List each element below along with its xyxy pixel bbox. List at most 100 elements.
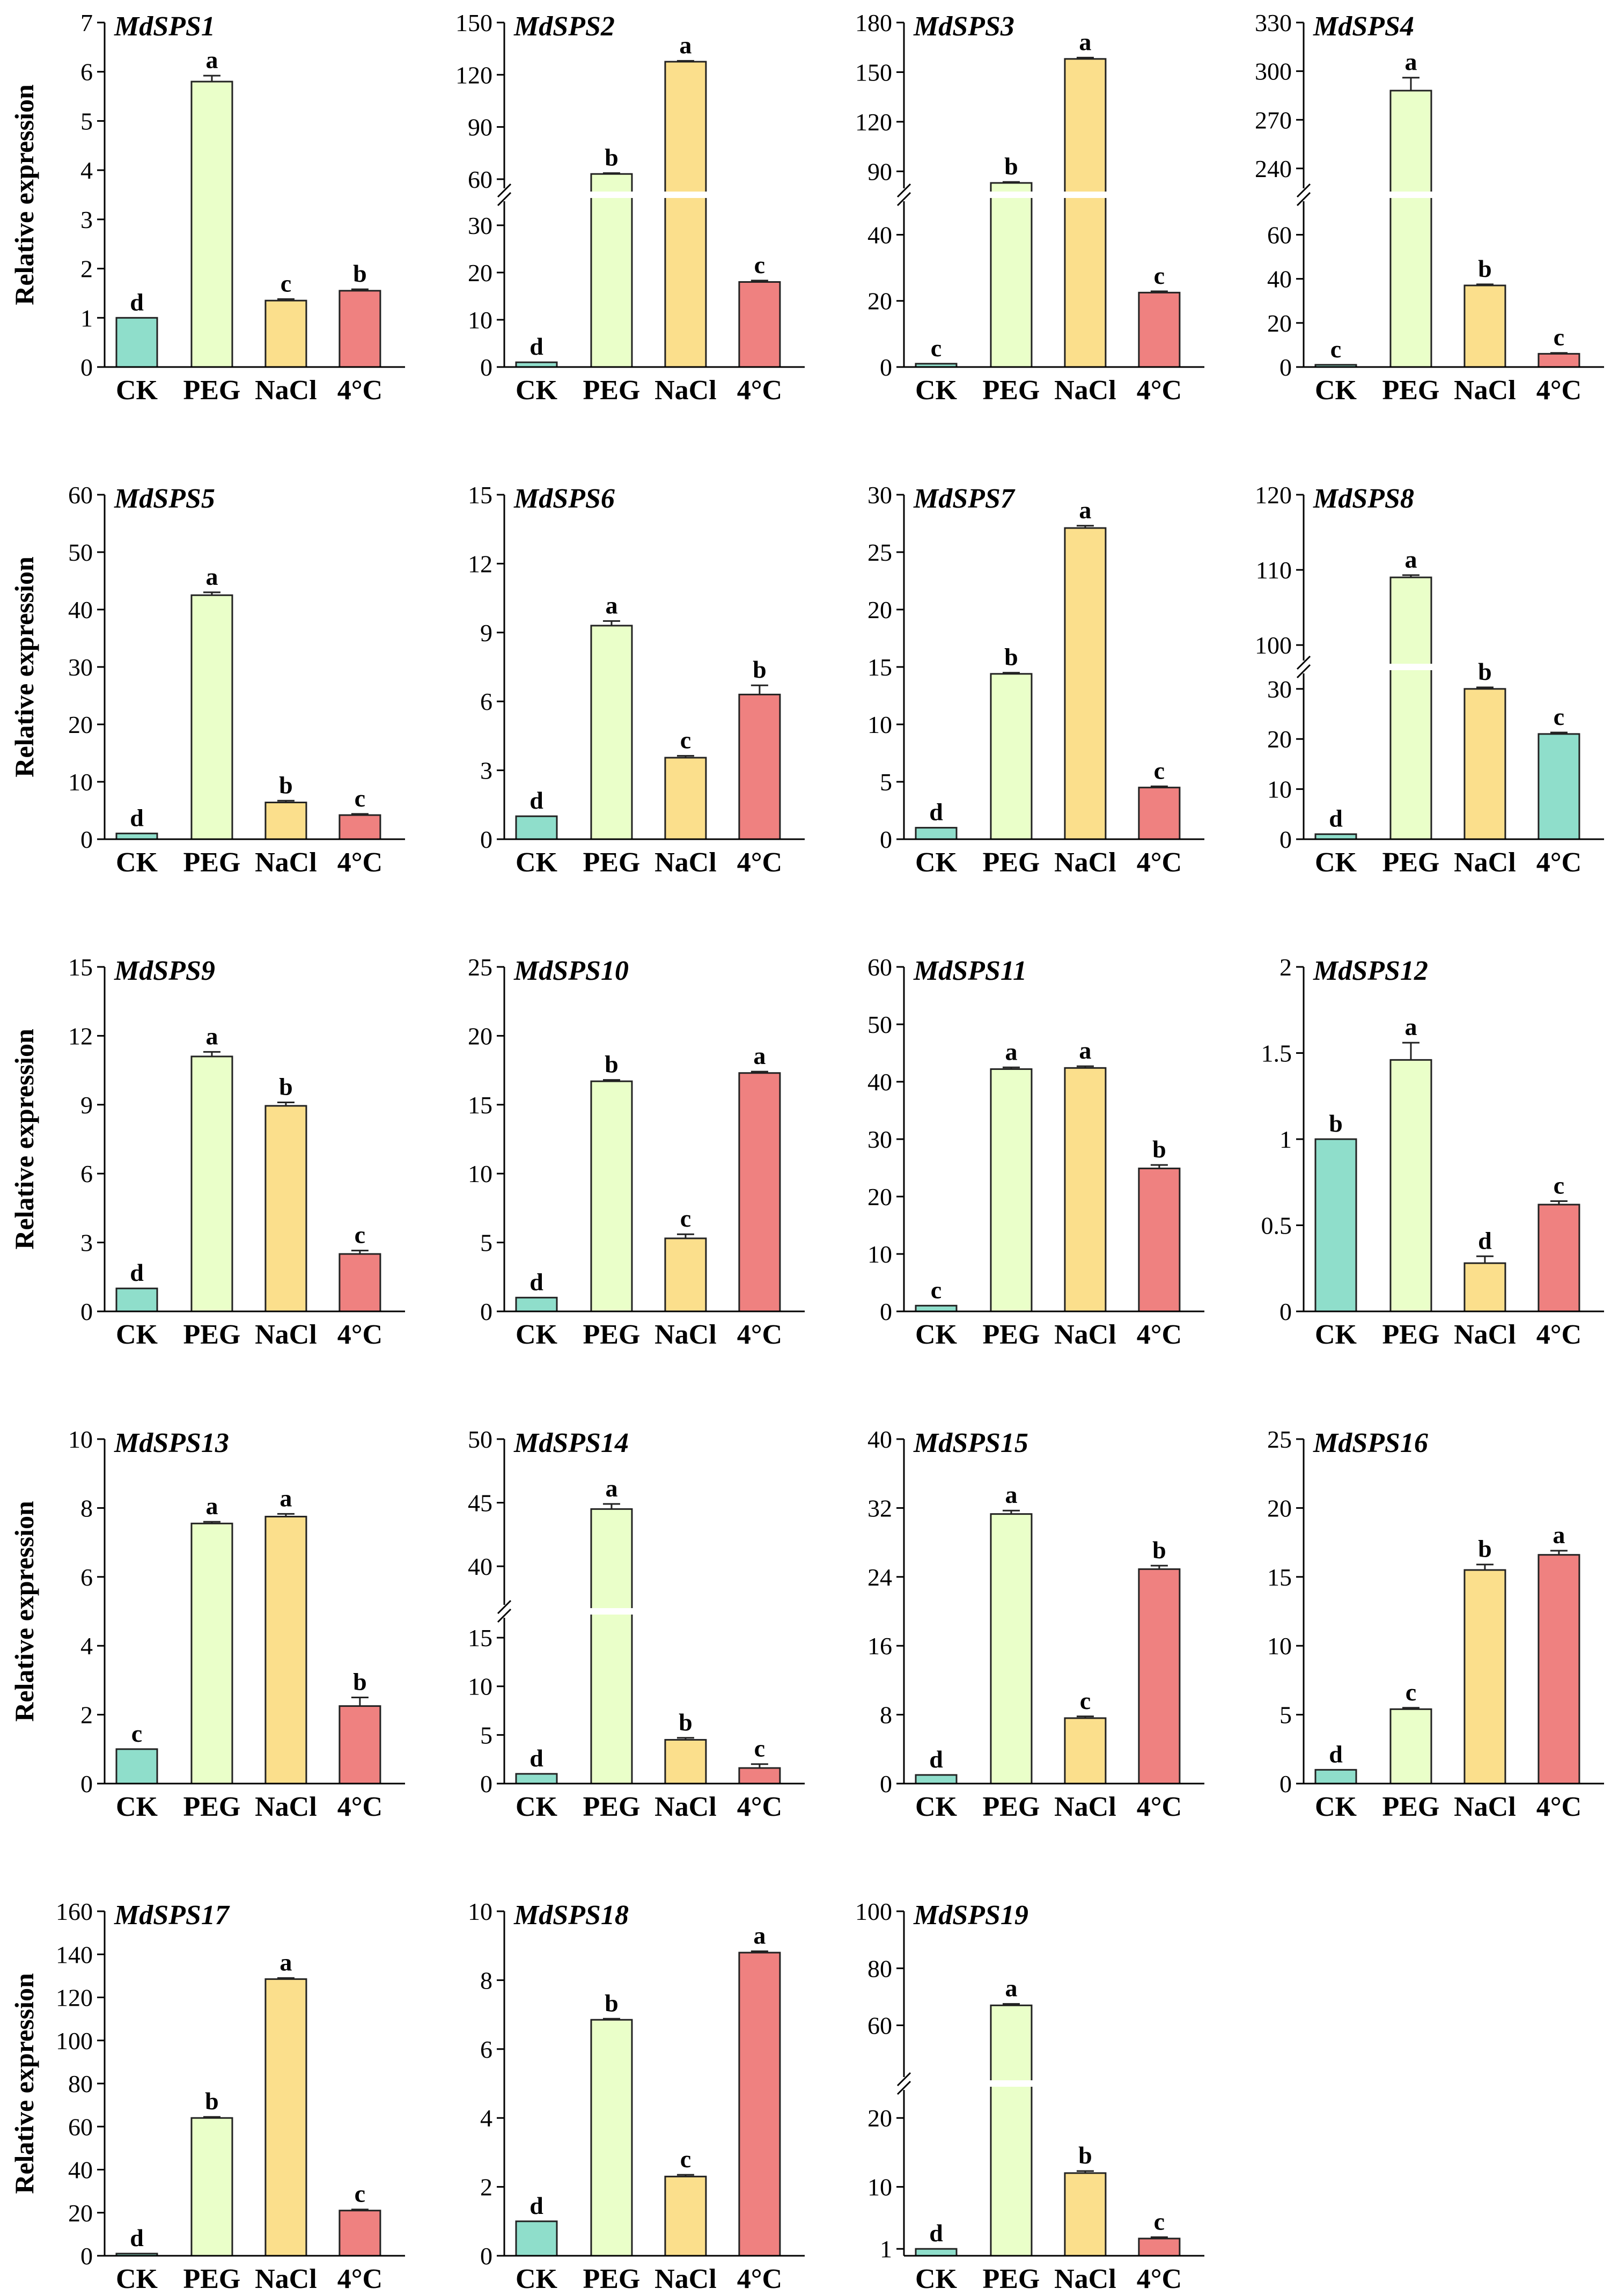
y-tick-label-14-1: 5: [480, 1721, 492, 1749]
sig-letter-2-3: c: [754, 251, 765, 278]
bar-8-PEG: [1389, 576, 1432, 840]
sig-letter-16-2: b: [1478, 1535, 1492, 1563]
bar-13-CK: [115, 1748, 158, 1785]
y-tick-label-5-3: 30: [68, 654, 93, 681]
x-tick-label-11-2: NaCl: [1054, 1319, 1116, 1350]
y-tick-label-19-0: 1: [880, 2235, 892, 2263]
y-axis-label-row-1: Relative expression: [9, 84, 39, 305]
y-tick-label-19-2: 20: [867, 2104, 892, 2132]
sig-letter-11-0: c: [931, 1276, 942, 1303]
x-tick-label-11-0: CK: [915, 1319, 958, 1350]
y-tick-label-15-2: 16: [867, 1632, 892, 1660]
x-tick-label-10-2: NaCl: [654, 1319, 717, 1350]
x-tick-label-19-1: PEG: [982, 2264, 1040, 2294]
y-tick-label-18-4: 8: [480, 1967, 492, 1994]
y-tick-label-19-4: 80: [867, 1955, 892, 1982]
x-tick-label-16-0: CK: [1315, 1792, 1357, 1822]
y-tick-label-11-4: 40: [867, 1068, 892, 1096]
chart-panel-1: 0 1 2 3 4 5 6 7 d CK a PEG c NaCl b 4°C MdSPS1: [80, 9, 405, 406]
y-tick-label-7-0: 0: [880, 826, 892, 853]
chart-panel-2: 0 10 20 30 60 90 120 150 d CK b PEG a NaCl c 4°C MdSPS2: [455, 9, 805, 406]
bar-16-4°C: [1538, 1554, 1580, 1785]
sig-letter-1-0: d: [130, 288, 144, 316]
y-tick-label-18-0: 0: [480, 2242, 492, 2270]
x-tick-label-1-1: PEG: [183, 375, 240, 406]
chart-panel-12: 0 0.5 1 1.5 2 b CK a PEG d NaCl c 4°C MdSPS12: [1261, 953, 1604, 1350]
x-tick-label-12-1: PEG: [1382, 1319, 1439, 1350]
y-tick-label-10-1: 5: [480, 1229, 492, 1257]
x-tick-label-15-2: NaCl: [1054, 1792, 1116, 1822]
y-axis-label-row-5: Relative expression: [9, 1973, 39, 2194]
sig-letter-9-1: a: [205, 1022, 218, 1050]
y-tick-label-17-7: 140: [56, 1941, 93, 1968]
bar-break-4-1: [1388, 192, 1433, 198]
bar-18-NaCl: [664, 2175, 707, 2257]
y-tick-label-10-3: 15: [468, 1091, 492, 1119]
x-tick-label-4-0: CK: [1315, 375, 1357, 406]
y-tick-label-4-3: 60: [1267, 221, 1292, 248]
bar-14-CK: [515, 1773, 558, 1785]
sig-letter-6-1: a: [605, 591, 617, 619]
x-tick-label-4-1: PEG: [1382, 375, 1439, 406]
bar-9-CK: [115, 1287, 158, 1312]
sig-letter-11-1: a: [1005, 1038, 1017, 1065]
sig-letter-19-2: b: [1078, 2141, 1092, 2169]
x-tick-label-14-0: CK: [516, 1792, 558, 1822]
bar-15-CK: [915, 1774, 958, 1785]
y-tick-label-1-6: 6: [80, 58, 93, 86]
y-tick-label-6-2: 6: [480, 688, 492, 715]
x-tick-label-3-3: 4°C: [1137, 375, 1182, 406]
bar-18-PEG: [590, 2019, 633, 2257]
y-tick-label-5-4: 40: [68, 596, 93, 623]
bar-17-PEG: [190, 2117, 233, 2257]
sig-letter-4-0: c: [1330, 335, 1341, 363]
x-tick-label-5-0: CK: [116, 847, 158, 878]
chart-title-8: MdSPS8: [1313, 483, 1414, 514]
y-tick-label-2-1: 10: [468, 306, 492, 334]
x-tick-label-2-3: 4°C: [737, 375, 782, 406]
chart-title-17: MdSPS17: [114, 1900, 230, 1931]
y-tick-label-7-2: 10: [867, 711, 892, 738]
chart-panel-11: 0 10 20 30 40 50 60 c CK a PEG a NaCl b 4°C MdSPS11: [867, 953, 1204, 1350]
bar-1-NaCl: [264, 299, 307, 368]
y-tick-label-19-5: 100: [855, 1898, 892, 1925]
x-tick-label-4-2: NaCl: [1454, 375, 1516, 406]
bar-8-4°C: [1538, 733, 1580, 840]
y-tick-label-9-1: 3: [80, 1229, 93, 1257]
bar-break-8-1: [1388, 664, 1433, 670]
y-tick-label-7-6: 30: [867, 481, 892, 509]
sig-letter-11-3: b: [1152, 1135, 1166, 1163]
y-tick-label-3-1: 20: [867, 288, 892, 315]
sig-letter-17-0: d: [130, 2224, 144, 2251]
y-tick-label-12-1: 0.5: [1261, 1212, 1292, 1239]
axis-break-mark-a-4: [1296, 183, 1311, 198]
sig-letter-2-0: d: [529, 333, 543, 360]
axis-break-mark-b-19: [896, 2080, 911, 2095]
sig-letter-7-0: d: [929, 798, 943, 826]
chart-panel-17: 0 20 40 60 80 100 120 140 160 d CK b PEG a NaCl c 4°C MdS…: [56, 1898, 405, 2294]
sig-letter-15-0: d: [929, 1745, 943, 1773]
chart-panel-18: 0 2 4 6 8 10 d CK b PEG c NaCl a 4°C MdSPS18: [468, 1898, 805, 2294]
y-tick-label-2-2: 20: [468, 259, 492, 287]
sig-letter-18-0: d: [529, 2192, 543, 2219]
y-tick-label-19-3: 60: [867, 2012, 892, 2040]
bar-5-NaCl: [264, 802, 307, 840]
bar-16-PEG: [1389, 1708, 1432, 1785]
bar-10-CK: [515, 1296, 558, 1312]
x-tick-label-15-0: CK: [915, 1792, 958, 1822]
y-tick-label-10-5: 25: [468, 953, 492, 981]
chart-title-6: MdSPS6: [513, 483, 615, 514]
bar-1-PEG: [190, 80, 233, 368]
sig-letter-6-3: b: [753, 656, 767, 683]
sig-letter-2-1: b: [605, 144, 619, 171]
sig-letter-10-1: b: [605, 1051, 619, 1078]
y-tick-label-9-3: 9: [80, 1091, 93, 1119]
x-tick-label-13-0: CK: [116, 1792, 158, 1822]
x-tick-label-14-2: NaCl: [654, 1792, 717, 1822]
y-axis-label-row-4: Relative expression: [9, 1501, 39, 1722]
bar-10-4°C: [738, 1072, 781, 1312]
y-tick-label-11-1: 10: [867, 1241, 892, 1268]
bar-18-CK: [515, 2220, 558, 2257]
chart-panel-15: 0 8 16 24 32 40 d CK a PEG c NaCl b 4°C MdSPS15: [867, 1426, 1204, 1822]
